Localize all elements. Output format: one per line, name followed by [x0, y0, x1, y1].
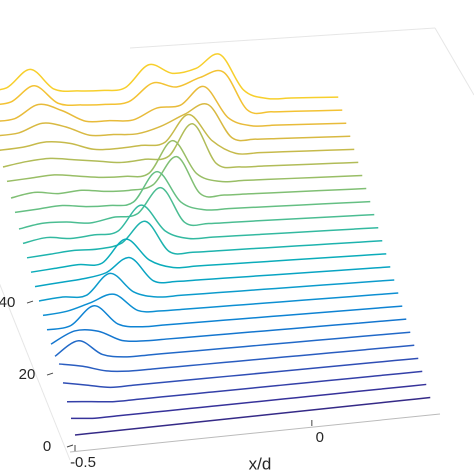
depth-tick — [66, 444, 74, 448]
depth-tick-label: 0 — [43, 438, 51, 455]
trace — [0, 53, 339, 100]
x-tick-label: 0 — [316, 429, 324, 446]
trace — [0, 85, 347, 127]
trace — [0, 103, 351, 142]
depth-tick — [26, 300, 34, 304]
axis-frame — [129, 27, 436, 49]
trace — [54, 331, 411, 358]
depth-tick-label: 20 — [19, 366, 36, 383]
depth-tick-label: 40 — [0, 294, 15, 311]
trace — [22, 204, 379, 245]
trace — [38, 272, 395, 302]
trace — [34, 256, 391, 288]
trace — [14, 170, 371, 214]
trace — [10, 155, 367, 199]
trace — [50, 318, 407, 345]
axis-frame — [434, 27, 474, 96]
x-axis-line — [69, 413, 441, 453]
trace — [46, 305, 403, 331]
trace — [0, 69, 343, 115]
trace — [66, 370, 423, 403]
x-axis-label: x/d — [249, 454, 272, 473]
trace — [30, 238, 387, 273]
trace — [58, 344, 415, 373]
trace — [70, 383, 427, 420]
trace — [0, 113, 355, 155]
axis-frame — [0, 283, 71, 461]
trace — [18, 186, 375, 230]
x-tick-label: -0.5 — [70, 454, 96, 471]
trace — [6, 139, 363, 183]
depth-tick — [46, 372, 54, 376]
trace — [2, 122, 359, 169]
trace — [42, 292, 399, 317]
trace — [26, 220, 383, 259]
trace — [62, 357, 419, 389]
trace — [74, 396, 431, 436]
